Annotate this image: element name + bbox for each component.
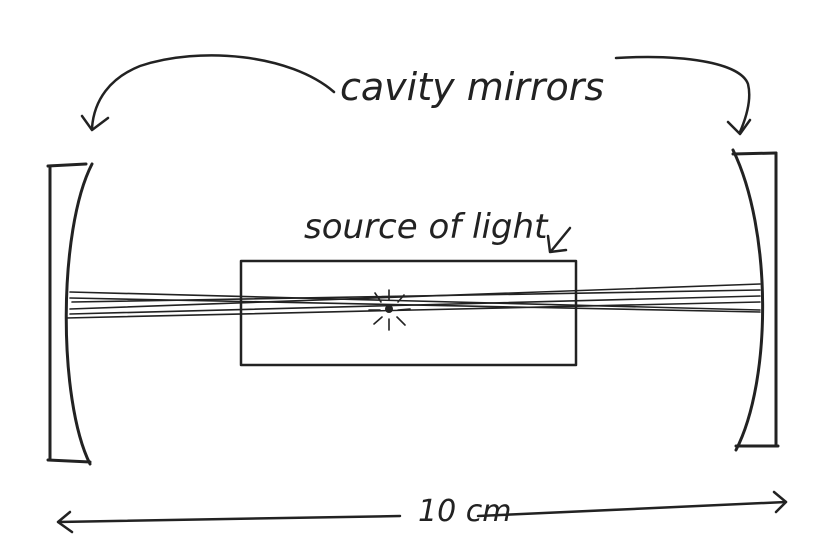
left-mirror-arrow: [80, 54, 336, 132]
distance-label: 10 cm: [418, 494, 511, 529]
right-mirror: [731, 148, 780, 452]
mirrors-label: cavity mirrors: [340, 65, 604, 109]
gain-medium-box: [239, 259, 578, 367]
distance-arrow: [56, 490, 788, 534]
light-source-icon: [368, 289, 411, 331]
source-arrow: [546, 226, 572, 254]
light-rays: [65, 283, 761, 319]
left-mirror: [46, 162, 94, 466]
source-label: source of light: [304, 207, 549, 247]
right-mirror-arrow: [614, 55, 752, 136]
